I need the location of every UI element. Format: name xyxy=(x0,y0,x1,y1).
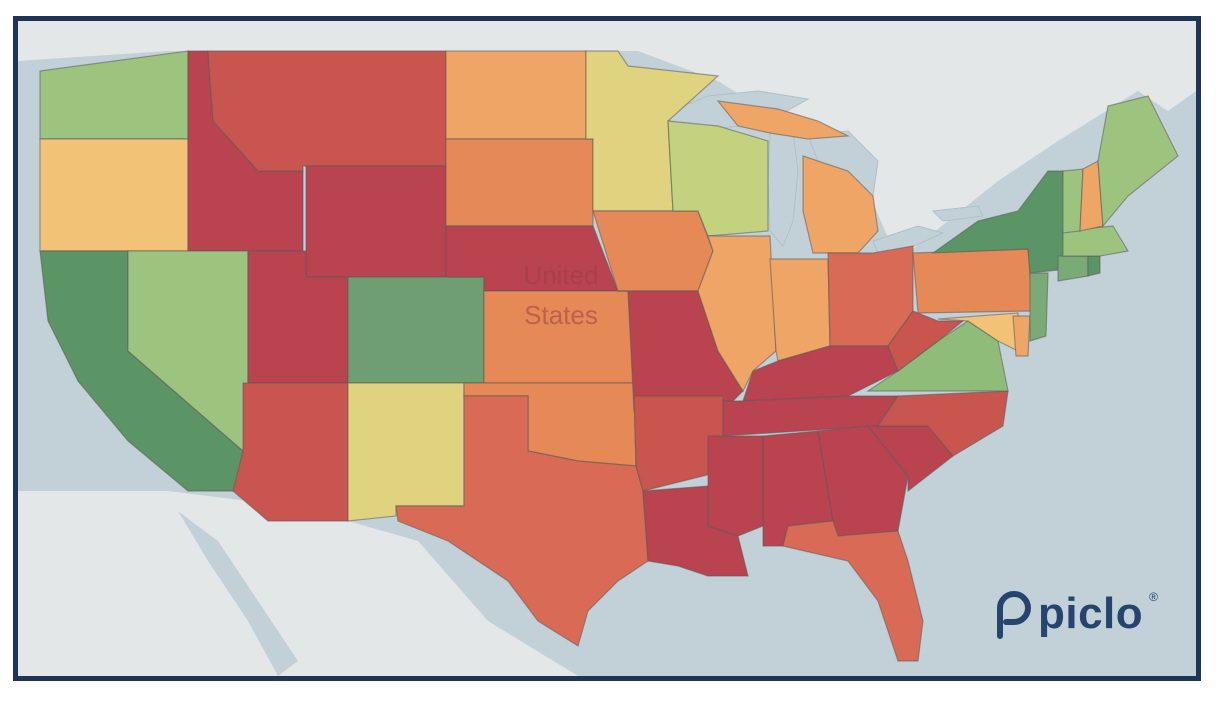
state-connecticut xyxy=(1057,255,1089,282)
state-south-dakota xyxy=(445,138,594,227)
piclo-p-icon xyxy=(996,591,1031,639)
map-frame: United States piclo ® xyxy=(13,16,1201,681)
state-maryland xyxy=(937,312,1019,352)
logo-text: piclo xyxy=(1037,589,1144,638)
state-florida xyxy=(782,520,924,662)
state-new-jersey xyxy=(1029,272,1049,342)
lake-erie xyxy=(872,225,945,254)
state-new-mexico xyxy=(347,382,465,522)
state-maine xyxy=(1097,95,1179,228)
us-states-map: United States xyxy=(18,21,1196,676)
state-colorado xyxy=(347,276,485,384)
state-wyoming xyxy=(305,165,447,278)
state-texas xyxy=(395,395,649,647)
state-wisconsin xyxy=(667,120,769,237)
state-michigan-upper xyxy=(716,100,851,140)
state-north-carolina xyxy=(876,390,1009,457)
state-north-dakota xyxy=(445,50,587,140)
state-michigan xyxy=(802,155,879,254)
piclo-logo: piclo ® xyxy=(992,588,1158,640)
country-label-line1: United xyxy=(523,260,598,290)
gulf-of-california xyxy=(178,511,298,676)
registered-mark: ® xyxy=(1149,590,1158,604)
state-rhode-island xyxy=(1087,255,1101,277)
canada-land xyxy=(18,21,1196,261)
state-oregon xyxy=(39,138,189,252)
state-mississippi xyxy=(707,435,764,537)
country-label-line2: States xyxy=(524,300,598,330)
lake-ontario xyxy=(931,205,984,222)
state-indiana xyxy=(769,258,831,362)
state-arkansas xyxy=(633,395,724,492)
state-delaware xyxy=(1012,315,1031,357)
state-massachusetts xyxy=(1062,225,1129,257)
state-montana xyxy=(207,50,447,172)
state-pennsylvania xyxy=(912,248,1034,314)
mexico-land xyxy=(18,491,578,676)
state-arizona xyxy=(232,382,349,522)
